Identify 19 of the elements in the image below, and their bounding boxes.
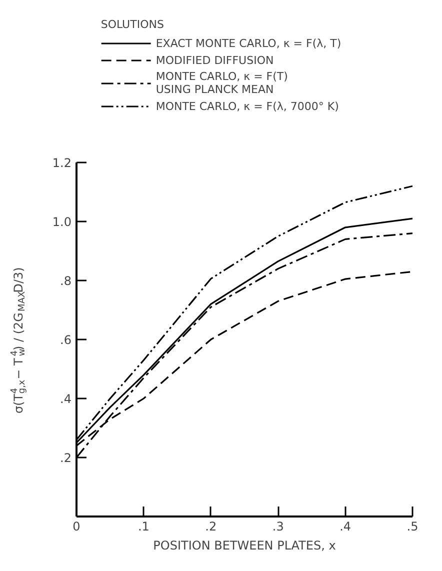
y-tick-label: .6	[60, 333, 72, 347]
x-tick-label: .2	[205, 520, 217, 534]
y-tick-label: .4	[60, 392, 72, 406]
legend-label: MONTE CARLO, κ = F(λ, 7000° K)	[156, 99, 339, 113]
x-tick-label: 0	[72, 520, 80, 534]
legend-label: MODIFIED DIFFUSION	[156, 53, 274, 67]
y-tick-label: .8	[60, 274, 72, 288]
legend-title: SOLUTIONS	[100, 18, 165, 31]
x-tick-label: .4	[340, 520, 352, 534]
text: σ(Tg,x4 − Tw4) / (2GMAXD/3)	[10, 267, 28, 414]
legend-label: EXACT MONTE CARLO, κ = F(λ, T)	[156, 36, 342, 50]
y-tick-label: .2	[60, 451, 72, 465]
y-tick-label: 1.2	[52, 156, 72, 170]
x-tick-label: .3	[272, 520, 284, 534]
x-axis-title: POSITION BETWEEN PLATES, x	[153, 538, 336, 552]
legend-label: MONTE CARLO, κ = F(T) USING PLANCK MEAN	[156, 70, 288, 96]
x-tick-label: .5	[406, 520, 418, 534]
y-tick-label: 1.0	[52, 215, 72, 229]
x-tick-label: .1	[138, 520, 150, 534]
